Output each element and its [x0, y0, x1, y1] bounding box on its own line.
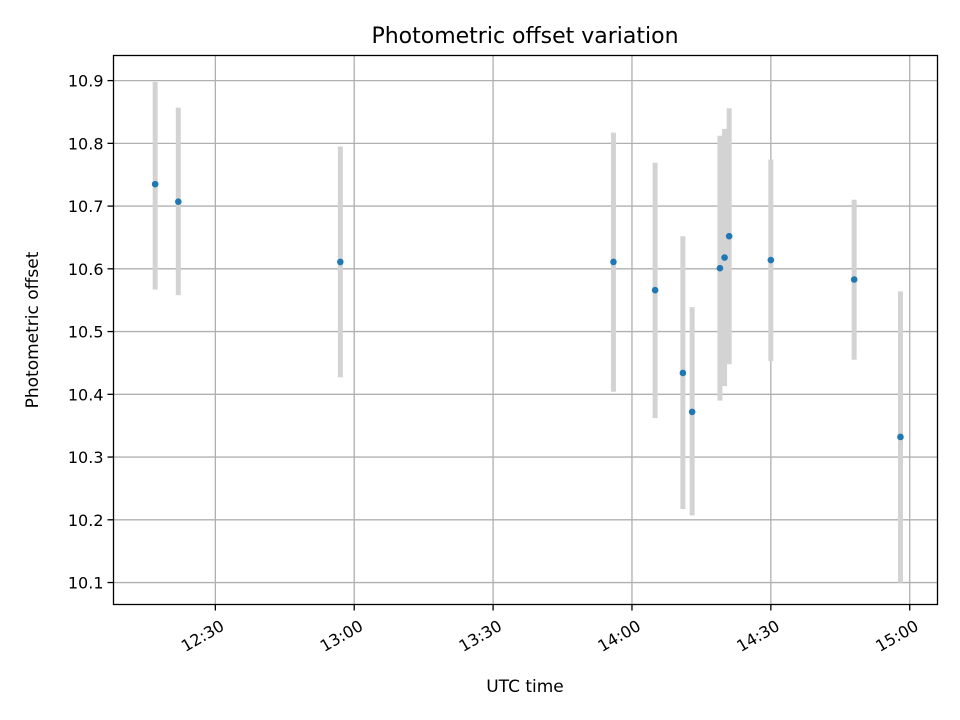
data-point [721, 254, 728, 261]
data-point [688, 408, 696, 416]
x-tick-label: 13:30 [456, 616, 505, 656]
x-axis-ticks: 12:30 13:00 13:30 14:00 14:30 15:00 [178, 604, 922, 656]
plot-area-frame [112, 54, 939, 606]
chart-title: Photometric offset variation [371, 24, 678, 49]
x-tick-label: 14:30 [733, 616, 782, 656]
data-point [850, 276, 858, 283]
y-axis-ticks: 10.1 10.2 10.3 10.4 10.5 10.6 10.7 10.8 10.9 [68, 72, 114, 593]
data-point [897, 433, 904, 441]
y-tick-label: 10.5 [68, 323, 104, 342]
y-tick-label: 10.8 [68, 134, 104, 153]
x-tick-label: 12:30 [178, 616, 227, 656]
data-point [767, 256, 775, 264]
data-point [610, 258, 617, 266]
data-point [151, 180, 159, 188]
y-tick-label: 10.4 [68, 385, 104, 404]
data-point [679, 369, 687, 377]
x-tick-label: 13:00 [317, 616, 366, 656]
data-points [151, 180, 904, 441]
y-tick-label: 10.9 [68, 72, 104, 91]
y-tick-label: 10.7 [68, 197, 104, 216]
y-tick-label: 10.3 [68, 448, 104, 467]
data-point [716, 264, 724, 272]
data-point [175, 198, 182, 205]
data-point [725, 232, 733, 240]
y-tick-label: 10.2 [68, 511, 104, 530]
y-tick-label: 10.6 [68, 260, 104, 279]
data-point [337, 258, 344, 266]
y-axis-label: Photometric offset [23, 251, 43, 408]
x-axis-label: UTC time [486, 677, 564, 697]
data-point [651, 286, 659, 294]
y-tick-label: 10.1 [68, 574, 104, 593]
x-tick-label: 15:00 [872, 616, 921, 656]
grid [113, 55, 938, 605]
x-tick-label: 14:00 [595, 616, 644, 656]
